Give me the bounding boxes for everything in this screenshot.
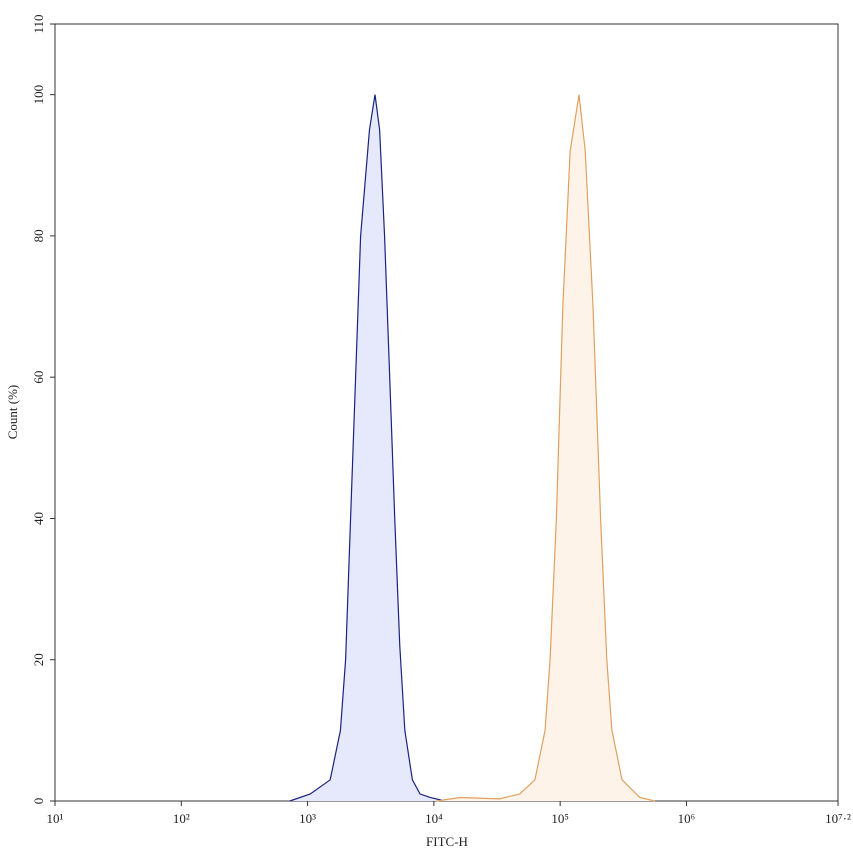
x-tick-label: 10² <box>173 811 190 826</box>
x-axis-label: FITC-H <box>426 834 468 849</box>
y-tick-label: 80 <box>31 229 46 242</box>
x-tick-label: 10⁴ <box>425 811 443 826</box>
x-tick-label: 10⁶ <box>678 811 696 826</box>
y-tick-label: 40 <box>31 512 46 525</box>
y-tick-label: 0 <box>31 798 46 805</box>
y-tick-label: 60 <box>31 371 46 384</box>
y-tick-label: 20 <box>31 653 46 666</box>
y-axis-label: Count (%) <box>5 385 20 440</box>
x-tick-label: 10¹ <box>47 811 64 826</box>
y-tick-label: 100 <box>31 85 46 105</box>
plot-frame <box>54 23 839 802</box>
x-tick-label: 10⁷·² <box>825 811 851 826</box>
x-tick-label: 10³ <box>299 811 316 826</box>
x-tick-label: 10⁵ <box>551 811 569 826</box>
histogram-area <box>436 94 655 802</box>
y-tick-label: 110 <box>31 14 46 33</box>
histogram-area <box>289 94 446 802</box>
